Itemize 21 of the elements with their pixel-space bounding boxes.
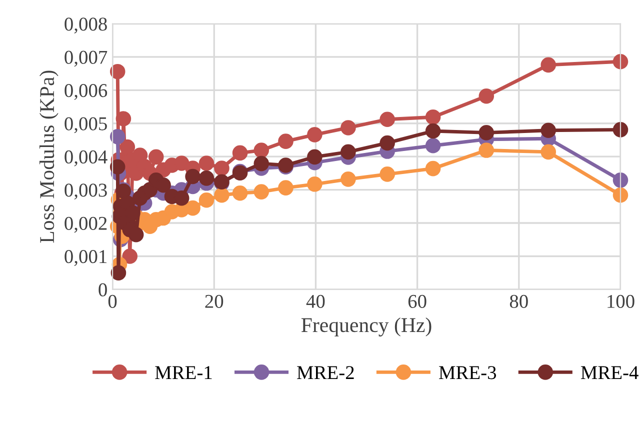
y-tick-label: 0,005 [64,117,107,134]
y-tick-label: 0,001 [64,250,106,266]
y-tick-label: 0,007 [64,50,108,67]
legend-label: MRE-2 [297,366,354,379]
legend-label: MRE-4 [580,366,638,379]
y-tick-label: 0 [98,283,107,296]
y-axis-title: Loss Modulus (KPa) [39,70,58,243]
x-tick-label: 0 [108,294,117,308]
x-tick-label: 40 [306,294,325,308]
x-tick-label: 80 [510,294,528,308]
legend-label: MRE-3 [439,366,496,380]
x-tick-label: 100 [608,294,634,308]
x-tick-label: 60 [408,294,426,308]
y-tick-label: 0,002 [64,216,107,233]
y-tick-label: 0,003 [64,184,107,200]
y-tick-label: 0,008 [64,18,107,34]
y-tick-label: 0,004 [64,150,108,166]
legend-label: MRE-1 [155,366,212,379]
x-axis-title: Frequency (Hz) [301,317,432,336]
x-tick-label: 20 [205,294,224,308]
y-tick-label: 0,006 [64,84,108,100]
